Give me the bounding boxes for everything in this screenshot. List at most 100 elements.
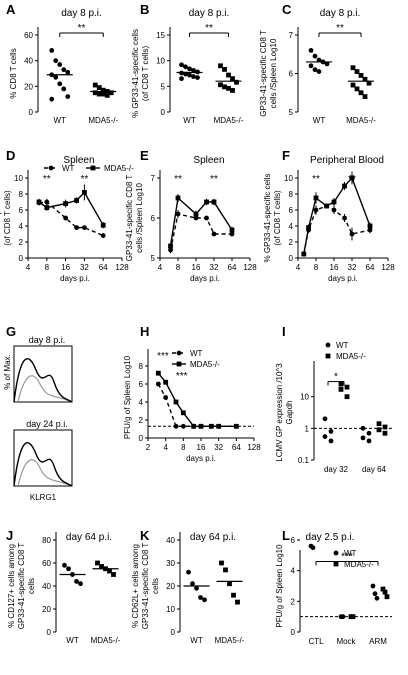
panel-title: day 8 p.i. <box>61 8 102 19</box>
data-point <box>328 438 334 444</box>
data-point <box>57 81 63 87</box>
data-point <box>342 183 347 189</box>
histogram-title: day 8 p.i. <box>29 335 66 345</box>
legend-marker <box>325 353 331 359</box>
panel-letter-D: D <box>6 148 15 163</box>
data-point <box>65 69 71 75</box>
series-line <box>169 196 233 247</box>
x-tick-label: 16 <box>61 263 70 272</box>
data-point <box>193 215 199 221</box>
y-axis-label: cells /Spleen Log10 <box>135 183 144 253</box>
panel-D-y-tick-label: 0 <box>19 254 24 263</box>
panel-A-y-tick-label: 40 <box>24 57 33 66</box>
data-point <box>187 72 192 78</box>
significance-mark: *** <box>176 371 188 382</box>
panel-J-y-tick-label: 20 <box>42 605 51 614</box>
data-point <box>53 58 59 64</box>
data-point <box>358 73 364 78</box>
y-axis-label: % GP33-41-specific cells <box>131 29 140 118</box>
panel-letter-F: F <box>282 148 290 163</box>
category-label: day 64 <box>362 465 387 474</box>
data-point <box>65 94 71 99</box>
panel-K-y-tick-label: 0 <box>171 628 176 637</box>
y-axis-label: % CD8 T cells <box>9 48 18 98</box>
x-tick-label: 128 <box>247 443 261 452</box>
significance-mark: ** <box>78 23 86 34</box>
data-point <box>349 175 355 181</box>
panel-D-y-tick-label: 4 <box>19 222 24 231</box>
data-point <box>63 215 68 221</box>
data-point <box>310 545 316 551</box>
panel-letter-H: H <box>140 324 149 339</box>
data-point <box>382 424 388 430</box>
data-point <box>191 68 196 73</box>
panel-I-y-tick-label: 10 <box>300 393 309 402</box>
panel-letter-C: C <box>282 2 292 17</box>
y-axis-label: PFU/g of Spleen Log10 <box>275 544 284 628</box>
panel-E-y-tick-label: 7 <box>151 174 156 183</box>
category-label: WT <box>66 636 79 645</box>
data-point <box>376 421 382 427</box>
legend-label: WT <box>190 349 203 358</box>
data-point <box>301 251 307 257</box>
panel-title: Spleen <box>193 155 224 166</box>
data-point <box>382 430 388 436</box>
significance-mark: * <box>334 372 338 383</box>
data-point <box>349 231 355 237</box>
data-point <box>230 88 235 93</box>
panel-letter-J: J <box>6 528 13 543</box>
panel-H-y-tick-label: 8 <box>139 362 144 371</box>
panel-F-y-tick-label: 10 <box>284 174 293 183</box>
y-axis-label: % CD127+ cells among <box>7 544 16 628</box>
x-tick-label: 64 <box>99 263 108 272</box>
significance-mark: ** <box>336 23 344 34</box>
data-point <box>95 560 100 566</box>
data-point <box>74 198 79 203</box>
y-axis-label: cells /Spleen Log10 <box>269 38 278 108</box>
panel-D-y-tick-label: 10 <box>14 174 23 183</box>
data-point <box>53 74 59 80</box>
significance-mark: ** <box>81 174 89 185</box>
data-point <box>229 227 235 233</box>
panel-F-y-tick-label: 4 <box>289 222 294 231</box>
panel-F-y-tick-label: 8 <box>289 190 294 199</box>
data-point <box>175 195 181 201</box>
panel-F-y-tick-label: 2 <box>289 238 294 247</box>
x-axis-label: days p.i. <box>328 274 358 283</box>
histogram-control-curve <box>17 459 73 487</box>
data-point <box>100 222 106 228</box>
data-point <box>234 79 239 85</box>
data-point <box>163 395 169 400</box>
data-point <box>100 233 106 239</box>
panel-L-y-tick-label: 4 <box>291 567 296 576</box>
panel-title: day 8 p.i. <box>320 8 361 19</box>
data-point <box>362 76 368 82</box>
data-point <box>376 427 382 433</box>
series-line <box>303 176 371 255</box>
data-point <box>306 225 311 230</box>
data-point <box>155 370 161 376</box>
y-axis-label: GP33-41-specific CD8 T <box>141 543 150 630</box>
data-point <box>358 90 364 96</box>
data-point <box>100 87 106 93</box>
panel-letter-G: G <box>6 324 16 339</box>
data-point <box>223 567 228 573</box>
data-point <box>231 592 236 598</box>
x-tick-label: 8 <box>181 443 186 452</box>
x-tick-label: 8 <box>176 263 181 272</box>
data-point <box>193 211 199 217</box>
data-point <box>313 207 319 213</box>
data-point <box>92 82 98 88</box>
data-point <box>202 597 207 603</box>
category-label: MDA5-/- <box>88 116 118 125</box>
panel-H-y-tick-label: 6 <box>139 380 144 389</box>
histogram-curve <box>13 442 73 487</box>
panel-A-y-tick-label: 0 <box>29 108 34 117</box>
panel-letter-K: K <box>140 528 150 543</box>
data-point <box>322 434 328 439</box>
panel-F-y-tick-label: 0 <box>289 254 294 263</box>
legend-marker <box>90 165 96 171</box>
y-axis-label: PFU/g of Spleen Log10 <box>123 355 132 439</box>
legend-label: WT <box>62 164 75 173</box>
panel-J-y-tick-label: 0 <box>47 628 52 637</box>
